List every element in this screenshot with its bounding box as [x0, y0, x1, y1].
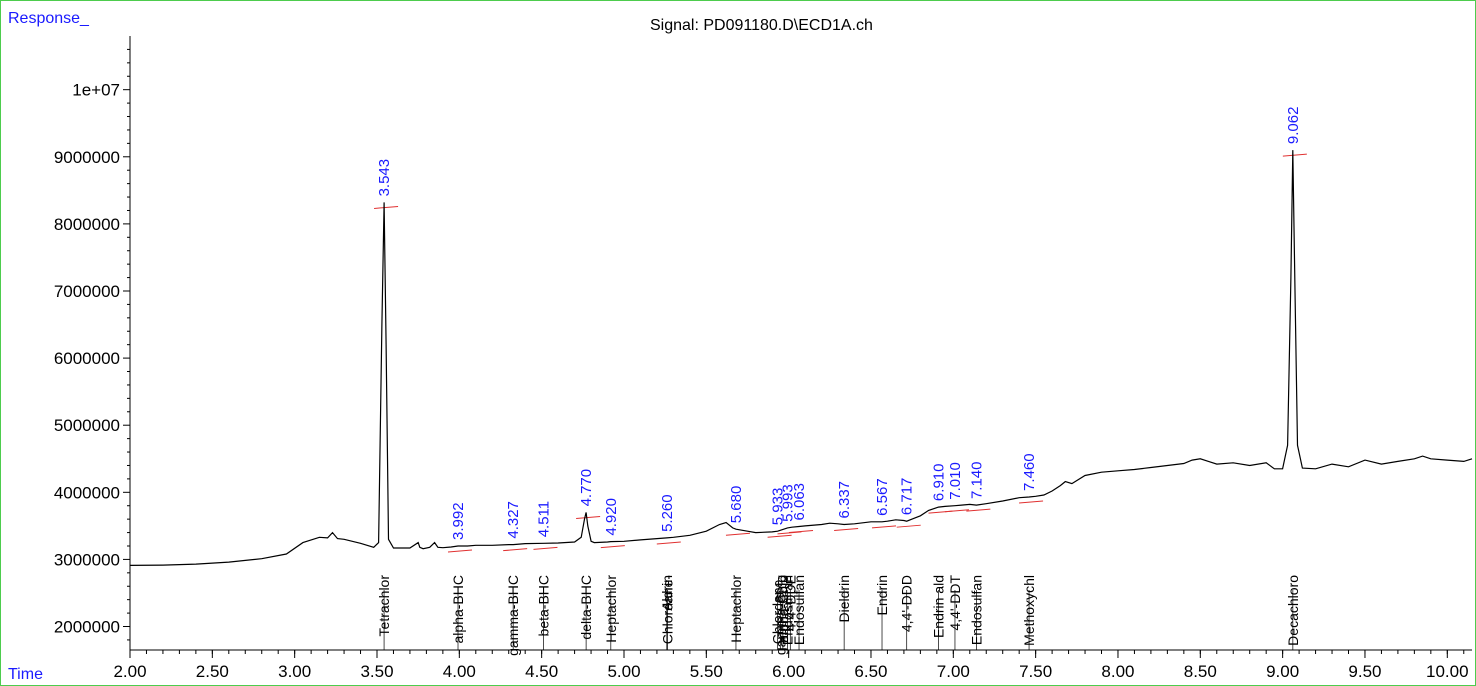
retention-time-label: 5.993: [779, 484, 796, 522]
x-tick-label: 8.00: [1101, 662, 1134, 681]
x-tick-label: 4.00: [443, 662, 476, 681]
retention-time-label: 6.567: [874, 478, 891, 516]
compound-name-label: Endosulfan: [968, 575, 984, 645]
compound-name-label: Heptachlor: [728, 575, 744, 643]
y-axis-label: Response_: [8, 10, 89, 27]
retention-time-label: 3.543: [376, 159, 393, 197]
peak-baseline: [656, 541, 681, 545]
compound-name-label: Endrin: [874, 575, 890, 615]
y-tick-label: 6000000: [54, 349, 120, 368]
y-tick-label: 5000000: [54, 416, 120, 435]
retention-time-label: 6.717: [899, 478, 916, 516]
peak-baseline: [896, 524, 921, 528]
peak-baseline: [725, 532, 750, 536]
retention-time-label: 6.063: [791, 483, 808, 521]
compound-name-label: 4,4'-DDE: [782, 575, 798, 631]
peak-baseline: [374, 205, 399, 209]
compound-name-label: Endosulfan: [791, 575, 807, 645]
retention-time-label: 3.992: [450, 502, 467, 540]
x-tick-label: 2.00: [113, 662, 146, 681]
compound-name-label: Chlordane-: [660, 575, 676, 645]
retention-time-label: 5.680: [728, 486, 745, 524]
x-tick-label: 8.50: [1184, 662, 1217, 681]
x-tick-label: 3.50: [360, 662, 393, 681]
y-tick-label: 4000000: [54, 483, 120, 502]
compound-name-label: Tetrachlor: [376, 575, 392, 637]
x-tick-label: 9.50: [1348, 662, 1381, 681]
retention-time-label: 7.010: [947, 462, 964, 500]
compound-name-label: Chlordane-: [770, 575, 786, 645]
x-tick-label: 2.50: [196, 662, 229, 681]
x-tick-label: 5.00: [607, 662, 640, 681]
compound-name-label: Dieldrin: [836, 575, 852, 622]
x-tick-label: 5.50: [690, 662, 723, 681]
chromatogram-trace: [129, 150, 1473, 566]
peak-baseline: [1019, 500, 1044, 504]
peak-baseline: [966, 508, 991, 512]
retention-time-label: 7.460: [1021, 453, 1038, 491]
retention-time-label: 9.062: [1285, 107, 1302, 145]
x-tick-label: 10.00: [1426, 662, 1469, 681]
compound-name-label: Decachloro: [1285, 575, 1301, 646]
peak-baseline: [600, 545, 625, 549]
x-tick-label: 7.50: [1019, 662, 1052, 681]
x-tick-label: 6.50: [854, 662, 887, 681]
peak-baseline: [503, 548, 528, 552]
retention-time-label: 6.337: [836, 481, 853, 519]
peak-baseline: [834, 528, 859, 532]
x-tick-label: 7.00: [937, 662, 970, 681]
y-tick-label: 3000000: [54, 550, 120, 569]
compound-name-label: Aldrin: [659, 575, 675, 611]
x-axis-label: Time: [8, 666, 43, 683]
compound-name-label: Methoxychl: [1021, 575, 1037, 646]
y-tick-label: 7000000: [54, 282, 120, 301]
compound-name-label: beta-BHC: [535, 575, 551, 636]
retention-time-label: 6.910: [930, 464, 947, 502]
peak-baseline: [788, 530, 814, 534]
compound-name-label: Heptachlor: [603, 575, 619, 643]
peak-baseline: [576, 515, 601, 519]
compound-name-label: Endosulfan: [779, 575, 795, 645]
compound-name-label: alpha-BHC: [450, 575, 466, 643]
peak-baseline: [944, 509, 970, 513]
peak-baseline: [871, 525, 897, 529]
y-tick-label: 9000000: [54, 148, 120, 167]
compound-name-label: 4,4'-DDD: [899, 575, 915, 632]
x-tick-label: 4.50: [525, 662, 558, 681]
compound-name-label: 4,4'-DDT: [947, 575, 963, 631]
retention-time-label: 4.511: [535, 501, 552, 537]
y-tick-label: 2000000: [54, 618, 120, 637]
y-tick-label: 8000000: [54, 215, 120, 234]
retention-time-label: 4.920: [603, 498, 620, 536]
x-tick-label: 3.00: [278, 662, 311, 681]
retention-time-label: 4.327: [505, 501, 522, 539]
compound-name-label: gamma-Chlo: [772, 575, 788, 655]
y-tick-label: 1e+07: [72, 81, 120, 100]
peak-baseline: [1282, 153, 1307, 157]
peak-baseline: [533, 546, 558, 550]
retention-time-label: 4.770: [578, 469, 595, 507]
peak-baseline: [767, 534, 792, 538]
peak-baseline: [447, 549, 473, 553]
retention-time-label: 7.140: [968, 462, 985, 500]
chart-title: Signal: PD091180.D\ECD1A.ch: [650, 17, 873, 34]
compound-name-label: delta-BHC: [578, 575, 594, 640]
x-tick-label: 9.00: [1266, 662, 1299, 681]
compound-name-label: Endrin ald: [930, 575, 946, 638]
x-tick-label: 6.00: [772, 662, 805, 681]
compound-name-label: gamma-BHC: [505, 575, 521, 656]
retention-time-label: 5.933: [770, 488, 787, 526]
compound-name-label: alpha-Chlo: [775, 575, 791, 643]
retention-time-label: 5.260: [659, 494, 676, 532]
